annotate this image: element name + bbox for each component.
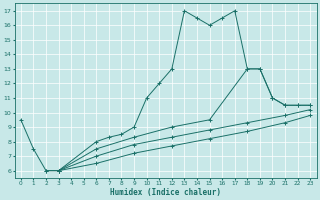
X-axis label: Humidex (Indice chaleur): Humidex (Indice chaleur)	[110, 188, 221, 197]
